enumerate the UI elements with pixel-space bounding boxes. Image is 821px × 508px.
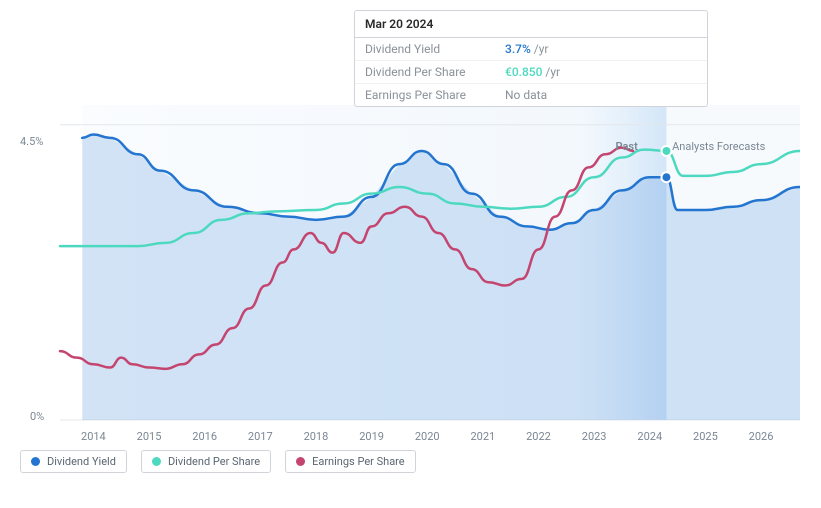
x-tick: 2017 — [248, 430, 273, 443]
x-tick: 2026 — [749, 430, 774, 443]
chart-tooltip: Mar 20 2024 Dividend Yield 3.7% /yr Divi… — [354, 10, 708, 107]
legend: Dividend Yield Dividend Per Share Earnin… — [20, 450, 416, 473]
past-label: Past — [616, 140, 638, 153]
x-tick: 2022 — [526, 430, 551, 443]
tooltip-row-eps: Earnings Per Share No data — [355, 84, 707, 106]
y-tick-4-5: 4.5% — [20, 135, 43, 148]
legend-earnings-per-share[interactable]: Earnings Per Share — [285, 450, 416, 473]
x-tick: 2018 — [304, 430, 329, 443]
dividend-chart: Mar 20 2024 Dividend Yield 3.7% /yr Divi… — [20, 10, 800, 498]
y-tick-0: 0% — [30, 410, 44, 423]
tooltip-row-dps: Dividend Per Share €0.850 /yr — [355, 61, 707, 84]
legend-dot-icon — [296, 457, 305, 466]
x-tick: 2021 — [470, 430, 495, 443]
x-tick: 2019 — [359, 430, 384, 443]
legend-dot-icon — [152, 457, 161, 466]
tooltip-date: Mar 20 2024 — [355, 11, 707, 38]
forecast-label: Analysts Forecasts — [672, 140, 765, 153]
legend-dividend-per-share[interactable]: Dividend Per Share — [141, 450, 271, 473]
x-tick: 2016 — [192, 430, 217, 443]
x-tick: 2025 — [693, 430, 718, 443]
plot-area[interactable]: 4.5% 0% Past Analysts Forecasts — [20, 90, 800, 435]
legend-dividend-yield[interactable]: Dividend Yield — [20, 450, 127, 473]
tooltip-row-yield: Dividend Yield 3.7% /yr — [355, 38, 707, 61]
legend-dot-icon — [31, 457, 40, 466]
x-tick: 2020 — [415, 430, 440, 443]
x-tick: 2015 — [137, 430, 162, 443]
x-tick: 2023 — [582, 430, 607, 443]
x-tick: 2024 — [637, 430, 662, 443]
x-tick: 2014 — [81, 430, 106, 443]
